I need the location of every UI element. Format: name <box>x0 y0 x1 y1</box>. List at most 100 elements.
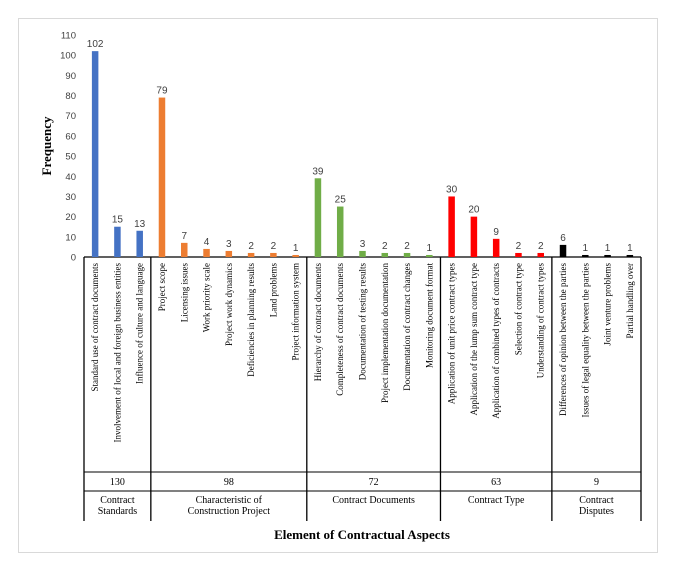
data-label: 1 <box>605 243 611 254</box>
x-axis-label: Element of Contractual Aspects <box>274 527 450 542</box>
bar <box>403 252 411 257</box>
category-label: Hierarchy of contract documents <box>313 263 323 382</box>
data-label: 3 <box>226 239 232 250</box>
data-label: 2 <box>248 241 254 252</box>
category-label: Understanding of contract types <box>536 263 546 379</box>
data-label: 79 <box>156 86 168 97</box>
y-tick-label: 100 <box>60 51 76 62</box>
data-label: 1 <box>627 243 633 254</box>
data-label: 15 <box>112 215 124 226</box>
y-tick-label: 60 <box>65 131 76 142</box>
bar <box>537 252 544 257</box>
data-label: 6 <box>560 233 566 244</box>
bar <box>448 196 455 257</box>
bar <box>225 250 233 257</box>
bar <box>136 230 143 257</box>
group-name-label: Contract <box>100 495 135 506</box>
category-label: Work priority scale <box>202 263 212 332</box>
category-label: Influence of culture and language <box>135 263 145 384</box>
data-label: 9 <box>493 227 499 238</box>
chart-frame <box>18 18 658 553</box>
category-label: Deficiencies in planning results <box>246 263 256 377</box>
category-label: Partial handling over <box>625 263 635 338</box>
data-label: 1 <box>293 243 299 254</box>
data-label: 2 <box>516 241 522 252</box>
group-name-label: Contract Documents <box>332 495 415 506</box>
data-label: 2 <box>538 241 544 252</box>
bar <box>381 252 389 257</box>
group-total-label: 98 <box>224 477 234 488</box>
bar <box>314 178 322 257</box>
bar <box>359 250 366 257</box>
category-label: Involvement of local and foreign busines… <box>112 263 122 443</box>
data-label: 4 <box>204 237 210 248</box>
y-tick-label: 0 <box>71 253 76 264</box>
data-label: 1 <box>583 243 589 254</box>
group-name-label: Contract Type <box>468 495 525 506</box>
category-label: Completeness of contract documents <box>335 263 345 396</box>
data-label: 13 <box>134 219 146 230</box>
data-label: 2 <box>271 241 277 252</box>
category-label: Documentation of testing results <box>358 263 368 381</box>
y-tick-label: 110 <box>61 31 76 42</box>
category-label: Land problems <box>268 263 278 318</box>
data-label: 25 <box>335 195 347 206</box>
group-name-label: Contract <box>579 495 614 506</box>
bar <box>114 226 121 257</box>
group-name-label: Disputes <box>579 506 614 517</box>
category-label: Standard use of contract documents <box>90 263 100 392</box>
bar <box>158 97 166 258</box>
group-total-label: 130 <box>110 477 125 488</box>
bar <box>515 252 522 257</box>
y-tick-label: 50 <box>65 152 76 163</box>
category-label: Project work dynamics <box>224 263 234 346</box>
bar <box>426 254 433 257</box>
category-label: Application of combined types of contrac… <box>491 263 501 419</box>
data-label: 2 <box>382 241 388 252</box>
data-label: 20 <box>468 205 480 216</box>
bar <box>181 242 188 257</box>
data-label: 3 <box>360 239 366 250</box>
bar <box>91 51 99 258</box>
data-label: 1 <box>427 243 433 254</box>
bar <box>203 248 210 257</box>
group-name-label: Standards <box>98 506 138 517</box>
group-total-label: 72 <box>369 477 379 488</box>
y-axis-label: Frequency <box>39 116 54 175</box>
y-tick-label: 10 <box>65 232 76 243</box>
y-tick-label: 40 <box>65 172 76 183</box>
data-label: 2 <box>404 241 410 252</box>
category-label: Project information system <box>291 263 301 360</box>
bar <box>559 244 567 257</box>
group-total-label: 9 <box>594 477 599 488</box>
bar <box>470 216 478 257</box>
category-label: Issues of legal equality between the par… <box>580 263 590 418</box>
group-name-label: Construction Project <box>188 506 271 517</box>
category-label: Application of unit price contract types <box>447 263 457 405</box>
data-label: 7 <box>181 231 187 242</box>
bar <box>492 238 500 257</box>
category-label: Selection of contract type <box>513 263 523 355</box>
y-tick-label: 30 <box>65 192 76 203</box>
bar <box>582 254 589 257</box>
category-label: Project scope <box>157 263 167 311</box>
bar <box>604 254 611 257</box>
category-label: Monitoring document format <box>424 263 434 368</box>
category-label: Differences of opinion between the parti… <box>558 263 568 417</box>
data-label: 30 <box>446 184 458 195</box>
y-tick-label: 90 <box>65 71 76 82</box>
data-label: 102 <box>87 39 104 50</box>
bar <box>292 254 299 257</box>
bar <box>336 206 344 257</box>
data-label: 39 <box>312 166 324 177</box>
bar <box>270 252 277 257</box>
category-label: Joint venture problems <box>603 263 613 346</box>
y-tick-label: 80 <box>65 91 76 102</box>
y-tick-label: 20 <box>65 212 76 223</box>
category-label: Application of the lump sum contract typ… <box>469 263 479 415</box>
group-total-label: 63 <box>491 477 501 488</box>
category-label: Documentation of contract changes <box>402 263 412 391</box>
bar <box>247 252 255 257</box>
